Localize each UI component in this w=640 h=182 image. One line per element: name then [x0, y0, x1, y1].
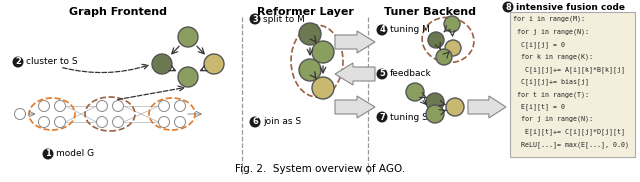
Text: C[i][j] = 0: C[i][j] = 0 — [513, 41, 565, 48]
Circle shape — [436, 49, 452, 65]
Circle shape — [13, 56, 24, 68]
Text: Graph Frontend: Graph Frontend — [69, 7, 167, 17]
Text: for i in range(M):: for i in range(M): — [513, 16, 585, 23]
Circle shape — [113, 100, 124, 112]
Text: E[i][t]+= C[i][j]*D[j][t]: E[i][t]+= C[i][j]*D[j][t] — [513, 128, 625, 135]
FancyBboxPatch shape — [510, 12, 635, 157]
Text: for k in range(K):: for k in range(K): — [513, 54, 593, 60]
Text: 2: 2 — [15, 58, 21, 66]
Circle shape — [54, 116, 65, 128]
Circle shape — [312, 41, 334, 63]
Circle shape — [250, 116, 260, 128]
Text: Tuner Backend: Tuner Backend — [384, 7, 476, 17]
Circle shape — [175, 100, 186, 112]
Circle shape — [376, 112, 387, 122]
Circle shape — [502, 1, 513, 13]
Circle shape — [175, 116, 186, 128]
Circle shape — [299, 59, 321, 81]
Text: for t in range(T):: for t in range(T): — [513, 91, 589, 98]
Text: 4: 4 — [379, 25, 385, 35]
Circle shape — [312, 77, 334, 99]
Polygon shape — [335, 31, 375, 53]
Text: 7: 7 — [379, 112, 385, 122]
Text: cluster to S: cluster to S — [26, 58, 77, 66]
Text: Fig. 2.  System overview of AGO.: Fig. 2. System overview of AGO. — [235, 164, 405, 174]
Text: feedback: feedback — [390, 70, 432, 78]
Text: for j in range(N):: for j in range(N): — [513, 116, 593, 122]
Text: C[i][j]+= A[i][k]*B[k][j]: C[i][j]+= A[i][k]*B[k][j] — [513, 66, 625, 73]
Polygon shape — [335, 96, 375, 118]
Text: 6: 6 — [252, 118, 258, 126]
Text: tuning S: tuning S — [390, 112, 428, 122]
Circle shape — [97, 116, 108, 128]
Text: 3: 3 — [252, 15, 258, 23]
Circle shape — [299, 23, 321, 45]
Text: ReLU[...]= max(E[...], 0.0): ReLU[...]= max(E[...], 0.0) — [513, 141, 629, 148]
Circle shape — [159, 116, 170, 128]
Circle shape — [406, 83, 424, 101]
Text: 5: 5 — [379, 70, 385, 78]
Circle shape — [15, 108, 26, 120]
Circle shape — [38, 116, 49, 128]
Text: E[i][t] = 0: E[i][t] = 0 — [513, 104, 565, 110]
Text: C[i][j]+= bias[j]: C[i][j]+= bias[j] — [513, 78, 589, 85]
Text: 1: 1 — [45, 149, 51, 159]
Circle shape — [426, 105, 444, 123]
Text: 8: 8 — [505, 3, 511, 11]
Polygon shape — [468, 96, 506, 118]
Text: for j in range(N):: for j in range(N): — [513, 29, 589, 35]
Circle shape — [426, 93, 444, 111]
Circle shape — [178, 27, 198, 47]
Circle shape — [97, 100, 108, 112]
Circle shape — [376, 68, 387, 80]
Circle shape — [159, 100, 170, 112]
Circle shape — [178, 67, 198, 87]
Circle shape — [38, 100, 49, 112]
Text: intensive fusion code: intensive fusion code — [516, 3, 625, 11]
Text: tuning M: tuning M — [390, 25, 430, 35]
Circle shape — [204, 54, 224, 74]
Circle shape — [376, 25, 387, 35]
Circle shape — [250, 13, 260, 25]
Circle shape — [444, 16, 460, 32]
Circle shape — [152, 54, 172, 74]
Polygon shape — [335, 63, 375, 85]
Text: Reformer Layer: Reformer Layer — [257, 7, 353, 17]
Circle shape — [445, 40, 461, 56]
Circle shape — [42, 149, 54, 159]
Circle shape — [113, 116, 124, 128]
Text: join as S: join as S — [263, 118, 301, 126]
Circle shape — [54, 100, 65, 112]
Circle shape — [446, 98, 464, 116]
Text: split to M: split to M — [263, 15, 305, 23]
Circle shape — [428, 32, 444, 48]
Text: model G: model G — [56, 149, 94, 159]
